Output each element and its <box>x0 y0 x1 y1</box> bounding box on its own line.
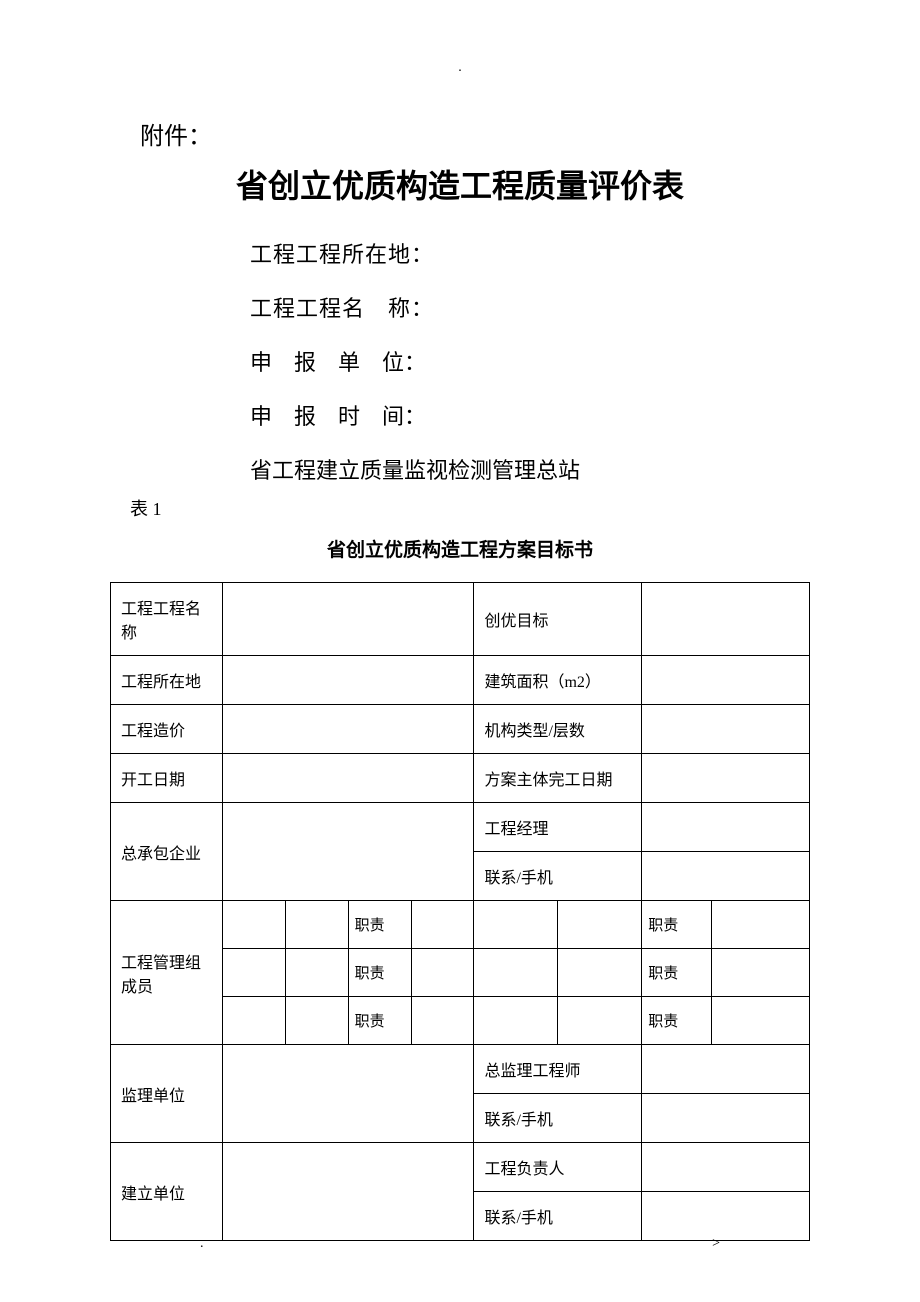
table-row: 总承包企业 工程经理 <box>111 803 810 852</box>
footer-right-mark: > <box>712 1236 720 1252</box>
cell-value <box>222 705 474 754</box>
cell-label: 联系/手机 <box>474 852 642 901</box>
cell-value <box>222 901 285 949</box>
table-row: 工程所在地 建筑面积（m2） <box>111 656 810 705</box>
cell-label: 工程造价 <box>111 705 223 754</box>
cell-value <box>642 1045 810 1094</box>
table-row: 监理单位 总监理工程师 <box>111 1045 810 1094</box>
main-title: 省创立优质构造工程质量评价表 <box>110 161 810 207</box>
cell-value <box>642 852 810 901</box>
cell-value <box>222 949 285 997</box>
cell-label: 职责 <box>348 901 411 949</box>
cell-label: 工程负责人 <box>474 1143 642 1192</box>
cell-value <box>642 803 810 852</box>
cell-label: 联系/手机 <box>474 1192 642 1241</box>
cell-value <box>642 656 810 705</box>
cell-value <box>712 949 810 997</box>
cell-value <box>558 997 642 1045</box>
cell-value <box>558 901 642 949</box>
cell-value <box>642 1192 810 1241</box>
cell-label: 总承包企业 <box>111 803 223 901</box>
cell-label: 建立单位 <box>111 1143 223 1241</box>
table-row: 工程工程名称 创优目标 <box>111 583 810 656</box>
attachment-label: 附件： <box>140 116 810 151</box>
cell-label: 工程管理组成员 <box>111 901 223 1045</box>
table-row: 开工日期 方案主体完工日期 <box>111 754 810 803</box>
cell-label: 工程经理 <box>474 803 642 852</box>
cell-label: 职责 <box>642 949 712 997</box>
cell-value <box>222 1045 474 1143</box>
cell-value <box>712 997 810 1045</box>
cell-label: 联系/手机 <box>474 1094 642 1143</box>
cell-label: 创优目标 <box>474 583 642 656</box>
project-plan-table: 工程工程名称 创优目标 工程所在地 建筑面积（m2） 工程造价 机构类型/层数 … <box>110 582 810 1241</box>
cell-value <box>474 901 558 949</box>
cell-value <box>222 656 474 705</box>
table-number: 表 1 <box>130 495 810 521</box>
cell-label: 工程工程名称 <box>111 583 223 656</box>
cell-value <box>222 1143 474 1241</box>
table-row: 工程管理组成员 职责 职责 <box>111 901 810 949</box>
cell-value <box>222 754 474 803</box>
field-applicant: 申 报 单 位： <box>250 345 810 377</box>
cell-value <box>712 901 810 949</box>
field-location: 工程工程所在地： <box>250 237 810 269</box>
cell-label: 开工日期 <box>111 754 223 803</box>
cell-value <box>642 705 810 754</box>
cell-value <box>474 997 558 1045</box>
cell-label: 机构类型/层数 <box>474 705 642 754</box>
cell-value <box>642 1094 810 1143</box>
cell-label: 职责 <box>348 997 411 1045</box>
footer-marks: . > <box>0 1236 920 1252</box>
field-apply-time: 申 报 时 间： <box>250 399 810 431</box>
cell-value <box>285 949 348 997</box>
cell-value <box>222 583 474 656</box>
cell-value <box>558 949 642 997</box>
footer-left-mark: . <box>200 1236 204 1252</box>
cell-label: 职责 <box>642 997 712 1045</box>
cell-label: 工程所在地 <box>111 656 223 705</box>
sub-title: 省创立优质构造工程方案目标书 <box>110 535 810 562</box>
page-top-mark: . <box>110 60 810 76</box>
cell-value <box>285 997 348 1045</box>
cell-value <box>285 901 348 949</box>
cell-label: 职责 <box>348 949 411 997</box>
cell-value <box>411 949 474 997</box>
cell-value <box>642 583 810 656</box>
cell-label: 方案主体完工日期 <box>474 754 642 803</box>
cell-value <box>411 901 474 949</box>
field-project-name: 工程工程名 称： <box>250 291 810 323</box>
cell-value <box>222 803 474 901</box>
cell-label: 监理单位 <box>111 1045 223 1143</box>
cell-label: 建筑面积（m2） <box>474 656 642 705</box>
cell-label: 职责 <box>642 901 712 949</box>
table-row: 工程造价 机构类型/层数 <box>111 705 810 754</box>
cell-value <box>474 949 558 997</box>
cell-value <box>642 1143 810 1192</box>
cell-value <box>411 997 474 1045</box>
organization-name: 省工程建立质量监视检测管理总站 <box>250 453 810 485</box>
cell-value <box>642 754 810 803</box>
cell-value <box>222 997 285 1045</box>
table-row: 建立单位 工程负责人 <box>111 1143 810 1192</box>
cell-label: 总监理工程师 <box>474 1045 642 1094</box>
